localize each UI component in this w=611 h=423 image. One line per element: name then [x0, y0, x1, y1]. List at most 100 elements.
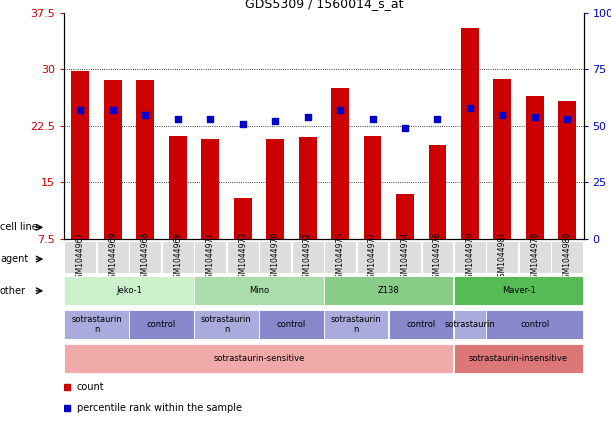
Bar	[194, 242, 226, 272]
Point	[530, 113, 540, 120]
Text: agent: agent	[0, 254, 28, 264]
Point	[368, 115, 378, 122]
Text: sotrastaurin
n: sotrastaurin n	[331, 315, 382, 334]
Text: Mino: Mino	[249, 286, 269, 295]
Point	[238, 120, 247, 127]
Text: sotrastaurin
n: sotrastaurin n	[201, 315, 252, 334]
Text: control: control	[520, 320, 549, 329]
Bar	[428, 145, 447, 239]
Text: Z138: Z138	[378, 286, 400, 295]
Bar	[201, 139, 219, 239]
Bar	[227, 242, 258, 272]
Bar	[65, 242, 97, 272]
Bar	[324, 276, 453, 305]
Text: GSM1044971: GSM1044971	[206, 231, 214, 283]
Text: Maver-1: Maver-1	[502, 286, 535, 295]
Bar	[291, 242, 323, 272]
Bar	[486, 242, 518, 272]
Text: GSM1044981: GSM1044981	[498, 231, 507, 283]
Bar	[65, 344, 453, 373]
Bar	[389, 310, 453, 339]
Bar	[526, 96, 544, 239]
Text: control: control	[147, 320, 176, 329]
Bar	[422, 242, 453, 272]
Point	[335, 107, 345, 113]
Text: count: count	[76, 382, 104, 392]
Bar	[266, 139, 284, 239]
Text: sotrastaurin-insensitive: sotrastaurin-insensitive	[469, 354, 568, 363]
Bar	[194, 310, 258, 339]
Bar	[299, 137, 316, 239]
Point	[141, 111, 150, 118]
Text: GSM1044970: GSM1044970	[271, 231, 280, 283]
Text: GSM1044968: GSM1044968	[174, 231, 182, 283]
Text: cell line: cell line	[0, 222, 38, 232]
Bar	[486, 310, 583, 339]
Bar	[259, 242, 291, 272]
Point	[433, 115, 442, 122]
Point	[205, 115, 215, 122]
Point	[76, 107, 86, 113]
Bar	[389, 242, 421, 272]
Text: percentile rank within the sample: percentile rank within the sample	[76, 403, 241, 413]
Bar	[324, 242, 356, 272]
Text: GSM1044975: GSM1044975	[335, 231, 345, 283]
Text: sotrastaurin
n: sotrastaurin n	[71, 315, 122, 334]
Text: GSM1044980: GSM1044980	[563, 231, 572, 283]
Text: control: control	[406, 320, 436, 329]
Bar	[357, 242, 389, 272]
Text: GSM1044966: GSM1044966	[141, 231, 150, 283]
Text: Jeko-1: Jeko-1	[116, 286, 142, 295]
Bar	[104, 80, 122, 239]
Point	[465, 104, 475, 111]
Bar	[194, 276, 323, 305]
Bar	[97, 242, 129, 272]
Bar	[130, 310, 194, 339]
Bar	[454, 310, 486, 339]
Bar	[65, 310, 129, 339]
Point	[400, 125, 410, 132]
Bar	[454, 344, 583, 373]
Bar	[396, 194, 414, 239]
Bar	[494, 79, 511, 239]
Bar	[130, 242, 161, 272]
Bar	[234, 198, 252, 239]
Point	[302, 113, 312, 120]
Point	[562, 115, 572, 122]
Text: sotrastaurin-sensitive: sotrastaurin-sensitive	[213, 354, 305, 363]
Bar	[65, 276, 194, 305]
Bar	[259, 310, 323, 339]
Text: GSM1044969: GSM1044969	[108, 231, 117, 283]
Point	[497, 111, 507, 118]
Text: sotrastaurin: sotrastaurin	[445, 320, 496, 329]
Text: other: other	[0, 286, 26, 296]
Bar	[324, 310, 389, 339]
Text: control: control	[277, 320, 306, 329]
Text: GSM1044973: GSM1044973	[238, 231, 247, 283]
Bar	[519, 242, 551, 272]
Bar	[551, 242, 583, 272]
Bar	[558, 101, 576, 239]
Point	[108, 107, 118, 113]
Point	[62, 384, 72, 390]
Bar	[331, 88, 349, 239]
Text: GSM1044976: GSM1044976	[433, 231, 442, 283]
Point	[270, 118, 280, 125]
Bar	[169, 136, 187, 239]
Bar	[364, 136, 381, 239]
Point	[62, 405, 72, 412]
Bar	[136, 80, 154, 239]
Text: GSM1044972: GSM1044972	[303, 231, 312, 283]
Bar	[461, 28, 479, 239]
Text: GSM1044979: GSM1044979	[466, 231, 474, 283]
Bar	[454, 276, 583, 305]
Bar	[162, 242, 194, 272]
Text: GSM1044977: GSM1044977	[368, 231, 377, 283]
Text: GSM1044967: GSM1044967	[76, 231, 85, 283]
Bar	[454, 242, 486, 272]
Text: GSM1044978: GSM1044978	[530, 231, 540, 283]
Point	[173, 115, 183, 122]
Bar	[71, 71, 89, 239]
Text: GSM1044974: GSM1044974	[400, 231, 409, 283]
Title: GDS5309 / 1560014_s_at: GDS5309 / 1560014_s_at	[244, 0, 403, 10]
